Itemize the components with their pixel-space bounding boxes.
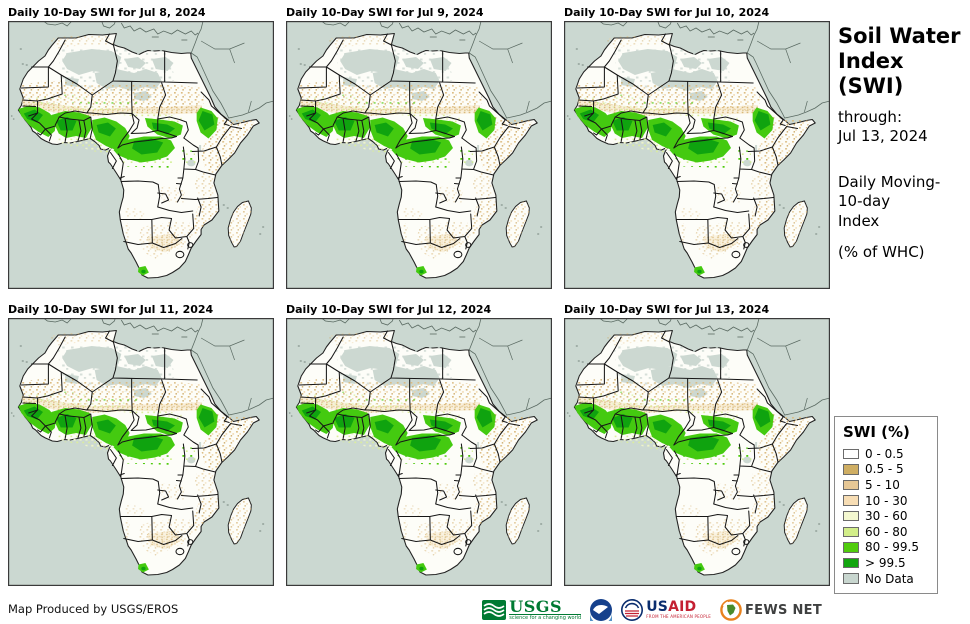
legend-swatch [843,479,859,491]
africa-swi-map [8,318,274,586]
panel-title: Daily 10-Day SWI for Jul 12, 2024 [286,303,492,316]
legend-item: 60 - 80 [843,524,930,540]
page-title-line: Soil Water [838,24,961,48]
legend-title: SWI (%) [843,423,910,441]
attribution-text: Map Produced by USGS/EROS [8,602,179,616]
africa-swi-map [564,318,830,586]
usgs-tagline: science for a changing world [509,614,582,621]
legend-item: 0.5 - 5 [843,462,930,478]
panel-title: Daily 10-Day SWI for Jul 13, 2024 [564,303,770,316]
legend-swatch [843,464,859,475]
unit-label: (% of WHC) [838,243,925,262]
africa-swi-map [286,318,552,586]
legend-item: > 99.5 [843,555,930,571]
map-panel-jul-13: Daily 10-Day SWI for Jul 13, 2024 [564,301,830,586]
panel-title: Daily 10-Day SWI for Jul 9, 2024 [286,6,484,19]
map-panel-jul-8: Daily 10-Day SWI for Jul 8, 2024 [8,4,274,289]
legend-swatch [843,510,859,522]
subtitle-line: Daily Moving- [838,172,941,191]
africa-swi-map [286,21,552,289]
usaid-tagline: FROM THE AMERICAN PEOPLE [646,614,711,619]
map-panel-jul-11: Daily 10-Day SWI for Jul 11, 2024 [8,301,274,586]
usaid-logo: USAID FROM THE AMERICAN PEOPLE [621,599,711,621]
usgs-wordmark: USGS [509,597,563,616]
map-panel-grid: Daily 10-Day SWI for Jul 8, 2024 Daily 1… [8,4,830,586]
fewsnet-wordmark: FEWS NET [744,602,822,618]
map-panel-jul-10: Daily 10-Day SWI for Jul 10, 2024 [564,4,830,289]
legend-item: 80 - 99.5 [843,540,930,556]
usaid-wordmark: USAID [646,599,697,615]
footer: Map Produced by USGS/EROS USGS science f… [8,597,962,623]
usgs-logo: USGS science for a changing world [482,597,582,621]
subtitle-line: 10-day [838,192,891,211]
panel-title: Daily 10-Day SWI for Jul 11, 2024 [8,303,214,316]
legend-item: 0 - 0.5 [843,446,930,462]
map-panel-jul-12: Daily 10-Day SWI for Jul 12, 2024 [286,301,552,586]
legend-item: 10 - 30 [843,493,930,509]
legend-item: 30 - 60 [843,508,930,524]
subtitle-line: Index [838,211,880,230]
page-title-line: (SWI) [838,74,904,99]
fewsnet-globe-icon [720,599,742,621]
legend-swatch [843,448,859,460]
through-date: Jul 13, 2024 [838,127,928,146]
legend-swatch [843,573,859,584]
legend-swatch [843,557,859,569]
africa-swi-map [564,21,830,289]
panel-title: Daily 10-Day SWI for Jul 10, 2024 [564,6,770,19]
legend: SWI (%) 0 - 0.5 0.5 - 5 5 - 10 10 - 30 3… [834,416,938,595]
agency-logos: USGS science for a changing world USAID … [482,597,822,623]
usgs-wave-icon [482,600,506,620]
map-panel-jul-9: Daily 10-Day SWI for Jul 9, 2024 [286,4,552,289]
sidebar: Soil Water Index (SWI) through: Jul 13, … [838,24,966,263]
legend-swatch [843,526,859,538]
page-title-line: Index [838,49,904,74]
legend-swatch [843,542,859,553]
africa-swi-map [8,21,274,289]
noaa-icon [590,599,612,621]
legend-item: 5 - 10 [843,477,930,493]
fewsnet-logo: FEWS NET [720,599,822,621]
legend-item: No Data [843,571,930,587]
usaid-seal-icon [621,599,643,621]
panel-title: Daily 10-Day SWI for Jul 8, 2024 [8,6,206,19]
through-label: through: [838,107,902,126]
legend-swatch [843,495,859,506]
